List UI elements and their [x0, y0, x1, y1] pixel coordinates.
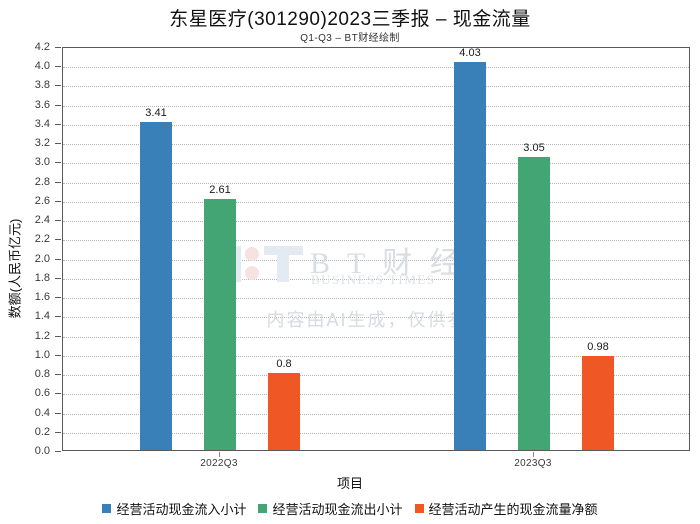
- plot-area: B T 财 经 BUSINESS TIMES 内容由AI生成，仅供参考 3.41…: [62, 47, 690, 451]
- y-axis-tick-label: 3.2: [34, 137, 50, 150]
- y-axis-tick-mark: [55, 354, 61, 356]
- bar-value-label: 0.8: [276, 358, 292, 371]
- gridline: [63, 336, 689, 338]
- gridline: [63, 240, 689, 242]
- y-axis-tick-label: 2.8: [34, 175, 50, 188]
- y-axis-tick-label: 3.8: [34, 79, 50, 92]
- y-axis-tick-label: 3.6: [34, 98, 50, 111]
- bar-value-label: 3.05: [523, 141, 545, 154]
- bar: [204, 198, 236, 450]
- y-axis-tick-label: 4.2: [34, 41, 50, 53]
- y-axis-tick-mark: [55, 431, 61, 433]
- legend-item-2[interactable]: 经营活动产生的现金流量净额: [414, 499, 598, 518]
- x-axis-tick-label: 2023Q3: [514, 458, 552, 469]
- y-axis-title: 数额(人民币亿元): [7, 218, 23, 319]
- legend-label: 经营活动产生的现金流量净额: [428, 502, 598, 517]
- gridline: [63, 105, 689, 107]
- gridline: [63, 375, 689, 377]
- y-axis-tick-mark: [55, 200, 61, 202]
- gridline: [63, 182, 689, 184]
- x-axis-tick-mark: [219, 452, 220, 457]
- gridline: [63, 432, 689, 434]
- bar-value-label: 4.03: [459, 47, 481, 60]
- bar-value-label: 3.41: [145, 106, 167, 119]
- gridline: [63, 413, 689, 415]
- legend: 经营活动现金流入小计 经营活动现金流出小计 经营活动产生的现金流量净额: [0, 499, 700, 518]
- gridline: [63, 144, 689, 146]
- y-axis-tick-mark: [55, 316, 61, 318]
- y-axis-tick-mark: [55, 239, 61, 241]
- y-axis-tick-label: 1.6: [34, 291, 50, 304]
- y-axis-tick-label: 0.0: [34, 445, 50, 457]
- y-axis-tick-mark: [55, 374, 61, 376]
- y-axis-tick-label: 0.6: [34, 387, 50, 400]
- y-axis-tick-label: 2.2: [34, 233, 50, 246]
- y-axis-tick-mark: [55, 335, 61, 337]
- bar: [582, 355, 614, 450]
- gridline: [63, 221, 689, 223]
- legend-item-0[interactable]: 经营活动现金流入小计: [102, 499, 246, 518]
- gridline: [63, 163, 689, 165]
- bar: [268, 373, 300, 450]
- gridline: [63, 355, 689, 357]
- gridline: [63, 278, 689, 280]
- y-axis-tick-mark: [55, 412, 61, 414]
- legend-item-1[interactable]: 经营活动现金流出小计: [258, 499, 403, 518]
- y-axis: 数额(人民币亿元) 0.0 0.2 0.4 0.6 0.8 1.0 1.2 1.4 1.6 1.8…: [0, 41, 61, 457]
- bar: [518, 156, 550, 450]
- y-axis-tick-label: 2.4: [34, 214, 50, 227]
- y-axis-tick-label: 1.2: [34, 329, 50, 342]
- y-axis-tick-label: 2.6: [34, 194, 50, 207]
- y-axis-tick-mark: [55, 85, 61, 87]
- gridline: [63, 124, 689, 126]
- bar: [140, 122, 172, 450]
- bar: [454, 62, 486, 450]
- legend-label: 经营活动现金流入小计: [116, 502, 247, 517]
- y-axis-tick-label: 3.4: [34, 117, 50, 130]
- y-axis-tick-mark: [55, 277, 61, 279]
- gridline: [63, 67, 689, 69]
- y-axis-tick-mark: [55, 181, 61, 183]
- y-axis-tick-mark: [55, 220, 61, 222]
- chart-subtitle: Q1-Q3 – BT财经绘制: [300, 33, 400, 44]
- watermark-brand-subtitle: BUSINESS TIMES: [311, 272, 436, 287]
- legend-swatch-icon: [102, 504, 112, 513]
- legend-swatch-icon: [258, 504, 268, 513]
- y-axis-tick-label: 1.0: [34, 348, 50, 361]
- y-axis-tick-mark: [55, 123, 61, 125]
- y-axis-tick-mark: [55, 162, 61, 164]
- x-axis-title: 项目: [336, 476, 363, 491]
- legend-label: 经营活动现金流出小计: [272, 502, 403, 517]
- y-axis-tick-mark: [55, 104, 61, 106]
- y-axis-tick-mark: [55, 451, 61, 452]
- chart-title: 东星医疗(301290)2023三季报 – 现金流量: [169, 9, 531, 30]
- gridline: [63, 317, 689, 319]
- legend-swatch-icon: [414, 504, 424, 513]
- gridline: [63, 394, 689, 396]
- y-axis-tick-mark: [55, 258, 61, 260]
- y-axis-tick-label: 0.2: [34, 425, 50, 438]
- y-axis-tick-label: 4.0: [34, 60, 50, 73]
- gridline: [63, 86, 689, 88]
- gridline: [63, 201, 689, 203]
- bar-value-label: 2.61: [209, 183, 231, 196]
- gridline: [63, 259, 689, 261]
- bar-value-label: 0.98: [587, 340, 609, 353]
- y-axis-tick-mark: [55, 297, 61, 299]
- y-axis-tick-mark: [55, 66, 61, 68]
- x-axis-tick-label: 2022Q3: [200, 458, 238, 469]
- y-axis-tick-label: 0.4: [34, 406, 50, 419]
- y-axis-tick-mark: [55, 143, 61, 145]
- x-axis-tick-mark: [533, 452, 534, 457]
- y-axis-tick-mark: [55, 393, 61, 395]
- y-axis-tick-label: 1.8: [34, 271, 50, 284]
- y-axis-tick-label: 1.4: [34, 310, 50, 323]
- y-axis-tick-mark: [55, 47, 61, 48]
- y-axis-tick-label: 3.0: [34, 156, 50, 169]
- y-axis-tick-label: 0.8: [34, 368, 50, 381]
- y-axis-tick-label: 2.0: [34, 252, 50, 265]
- gridline: [63, 298, 689, 300]
